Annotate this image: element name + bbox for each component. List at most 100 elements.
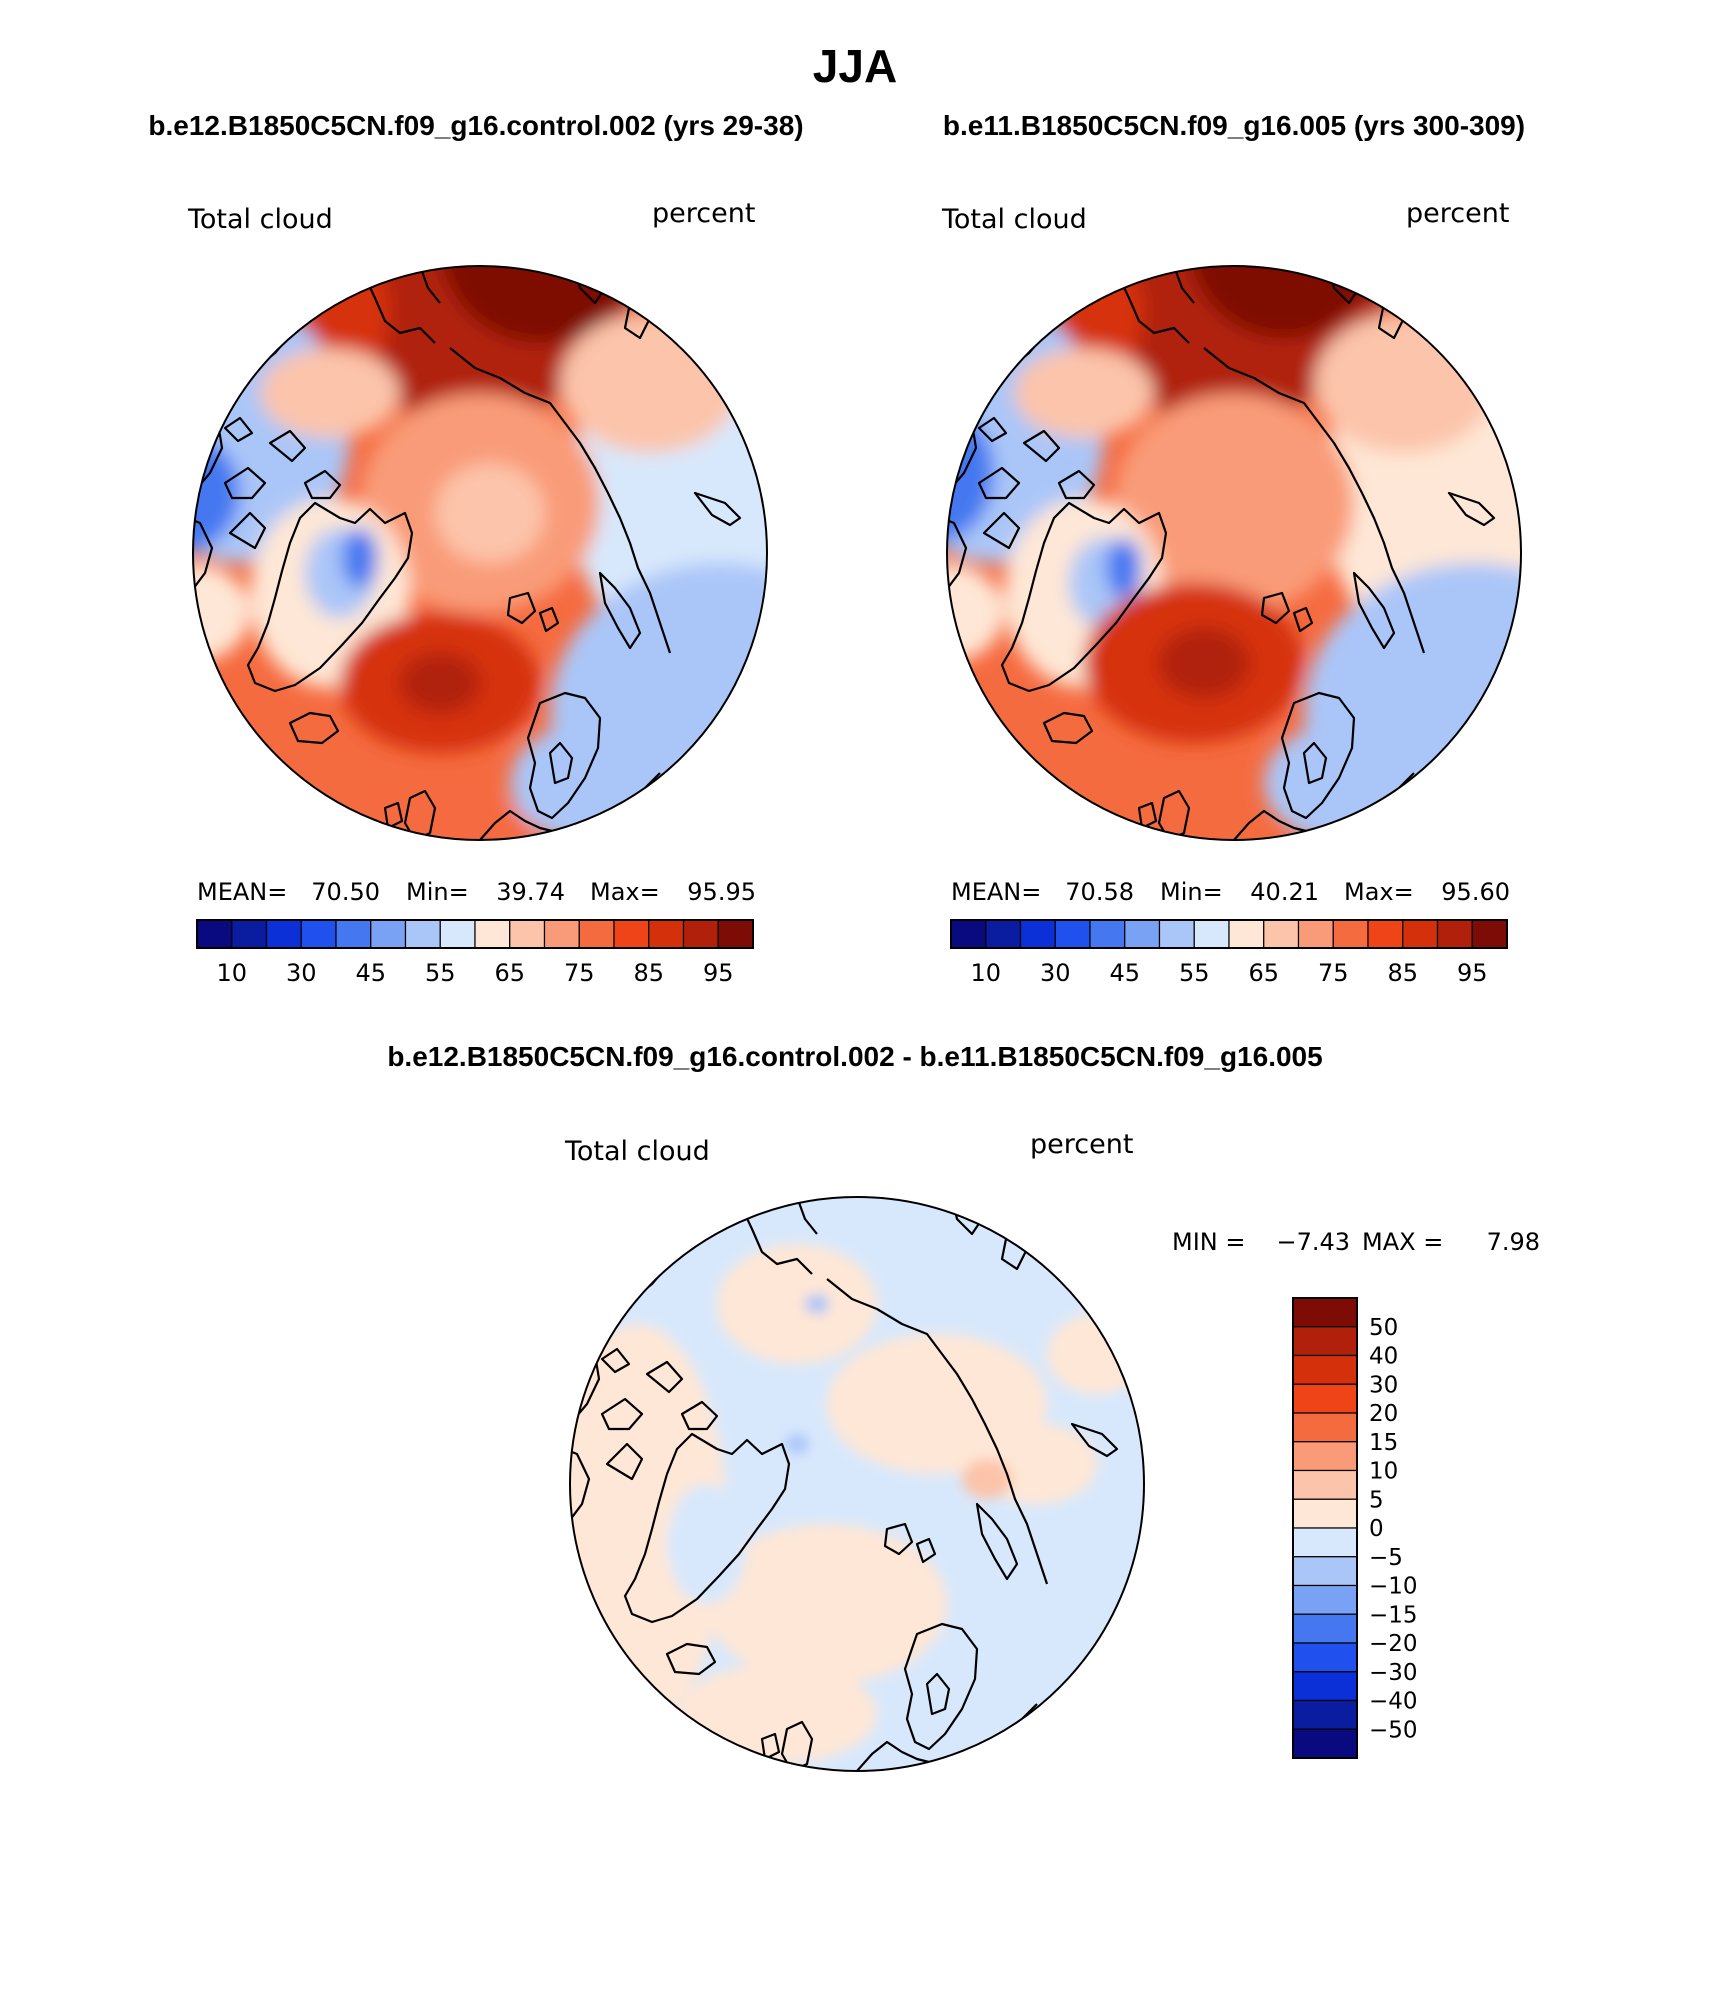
panel-3-field [707,1524,947,1684]
panel-3-field [785,1434,809,1454]
panel-1-colorbar-tick-label: 95 [703,959,734,987]
panel-3-map [570,1197,1144,1771]
panel-1-min-label: Min= [406,878,469,906]
panel-1-field [400,653,480,713]
panel-2-colorbar-tick-label: 10 [970,959,1001,987]
panel-3-colorbar-tick-label: 40 [1369,1344,1398,1370]
panel-2-field [1106,538,1142,598]
panel-1-field [700,723,767,840]
panel-3-colorbar-tick-label: −5 [1369,1545,1403,1571]
panel-2-field [1159,628,1249,698]
page-title: JJA [813,40,897,92]
panel-1-field [193,563,250,663]
panel-1-field [260,348,400,438]
panel-2-colorbar-swatch [1367,919,1404,949]
panel-3-title: b.e12.B1850C5CN.f09_g16.control.002 - b.… [387,1041,1322,1072]
panel-1-mean-label: MEAN= [197,878,287,906]
panel-3-colorbar-swatch [1292,1383,1358,1414]
panel-3-colorbar-tick-label: −30 [1369,1660,1418,1686]
panel-2-colorbar-swatch [1471,919,1508,949]
panel-1-colorbar-tick-label: 75 [564,959,595,987]
panel-1-colorbar-swatch [196,919,233,949]
panel-1-colorbar-swatch [300,919,337,949]
panel-1-mean-value: 70.50 [311,878,380,906]
panel-2-colorbar-tick-label: 55 [1179,959,1210,987]
panel-2-min-value: 40.21 [1250,878,1319,906]
panel-3-colorbar-tick-label: 50 [1369,1315,1398,1341]
panel-3-colorbar-swatch [1292,1699,1358,1730]
panel-1-map-border [192,265,768,841]
panel-2-field [947,563,1004,663]
panel-2-field [947,403,994,543]
panel-1-field [560,313,740,453]
panel-3-colorbar-swatch [1292,1441,1358,1472]
panel-1-variable: Total cloud [187,204,333,235]
panel-3-colorbar-swatch [1292,1412,1358,1443]
panel-1-max-value: 95.95 [687,878,756,906]
panel-3: b.e12.B1850C5CN.f09_g16.control.002 - b.… [387,1041,1540,1772]
panel-2-colorbar-swatch [1054,919,1091,949]
panel-2-map [947,266,1521,840]
panel-1-colorbar-swatch [578,919,615,949]
panel-2-variable: Total cloud [941,204,1087,235]
panel-1-colorbar-swatch [404,919,441,949]
panel-3-colorbar-swatch [1292,1642,1358,1673]
panel-3-colorbar-swatch [1292,1584,1358,1615]
panel-1-colorbar-swatch [265,919,302,949]
panel-3-units: percent [1030,1129,1133,1160]
panel-3-colorbar-swatch [1292,1326,1358,1357]
panel-2-colorbar-tick-label: 75 [1318,959,1349,987]
panel-2-colorbar-swatch [1332,919,1369,949]
panel-2-colorbar-tick-label: 85 [1387,959,1418,987]
panel-2-colorbar-swatch [1089,919,1126,949]
panel-3-colorbar-tick-label: 15 [1369,1430,1398,1456]
panel-2-colorbar-swatch [985,919,1022,949]
panel-3-field [805,1294,829,1314]
panel-3-colorbar-tick-label: −20 [1369,1631,1418,1657]
panel-1-units: percent [652,198,755,229]
panel-3-colorbar-tick-label: 20 [1369,1401,1398,1427]
panel-1-colorbar-swatch [682,919,719,949]
panel-1-colorbar-swatch [717,919,754,949]
panel-1-field [193,433,240,553]
panel-3-field [667,1484,747,1604]
panel-1-colorbar-swatch [543,919,580,949]
panel-1-colorbar-swatch [335,919,372,949]
panel-1-colorbar-tick-label: 30 [286,959,317,987]
panel-1-colorbar: 10 30 45 55 65 75 85 95 [196,919,754,987]
panel-1-colorbar-swatch [509,919,546,949]
panel-2-title: b.e11.B1850C5CN.f09_g16.005 (yrs 300-309… [943,110,1525,141]
panel-3-colorbar-tick-label: −15 [1369,1602,1418,1628]
panel-2-colorbar-tick-label: 65 [1248,959,1279,987]
panel-3-colorbar-swatch [1292,1671,1358,1702]
panel-3-colorbar-tick-label: −40 [1369,1689,1418,1715]
panel-2-colorbar-swatch [1402,919,1439,949]
panel-1-map [193,266,767,840]
panel-2-colorbar-swatch [1436,919,1473,949]
panel-2-min-label: Min= [1160,878,1223,906]
panel-2-field [1314,313,1494,453]
panel-3-colorbar-tick-label: 5 [1369,1487,1384,1513]
panel-3-variable: Total cloud [564,1136,710,1167]
panel-3-colorbar-swatch [1292,1556,1358,1587]
panel-1-colorbar-tick-label: 65 [494,959,525,987]
panel-2-colorbar-tick-label: 45 [1109,959,1140,987]
panel-2-colorbar-swatch [1228,919,1265,949]
panel-1-field [342,528,378,588]
panel-1: b.e12.B1850C5CN.f09_g16.control.002 (yrs… [148,110,803,987]
panel-2-field [1114,393,1354,613]
panel-1-field [370,793,530,840]
panel-3-colorbar-swatch [1292,1354,1358,1385]
panel-1-colorbar-tick-label: 45 [355,959,386,987]
panel-1-colorbar-tick-label: 85 [633,959,664,987]
panel-1-colorbar-tick-label: 10 [216,959,247,987]
panel-2-colorbar-tick-label: 30 [1040,959,1071,987]
panel-3-colorbar-swatch [1292,1613,1358,1644]
panel-2-colorbar-swatch [1158,919,1195,949]
panel-2-colorbar-swatch [1263,919,1300,949]
panel-1-colorbar-frame [196,919,754,949]
panel-1-colorbar-tick-label: 55 [425,959,456,987]
panel-1-field [550,563,767,840]
